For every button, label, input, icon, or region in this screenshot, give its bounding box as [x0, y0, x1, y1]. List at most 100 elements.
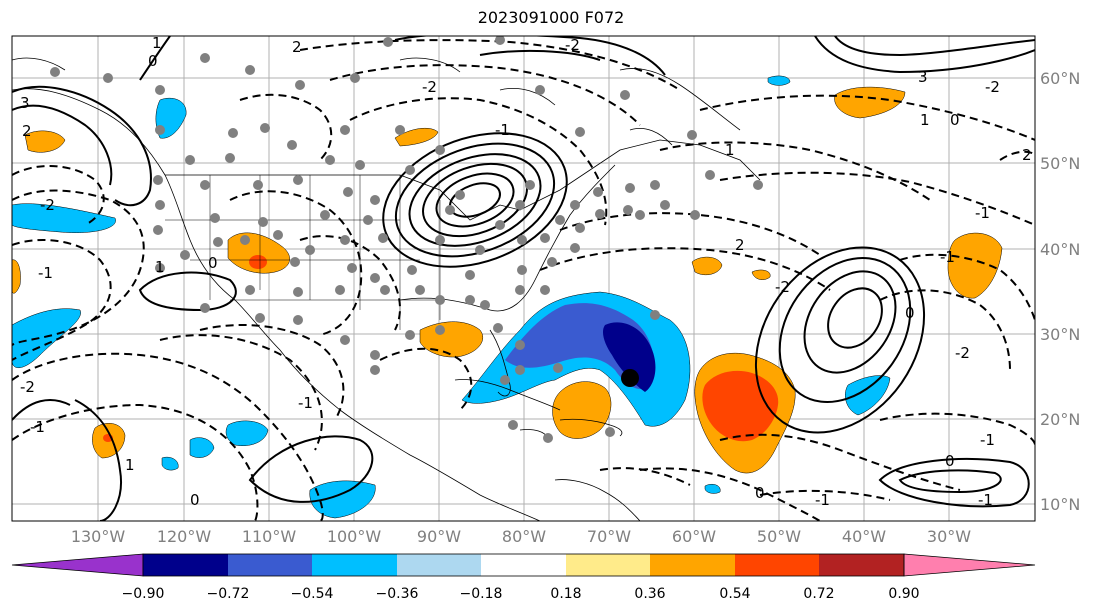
contour-label: 0: [945, 452, 955, 470]
lat-label: 40°N: [1040, 240, 1080, 259]
contour-label: 2: [1022, 146, 1032, 164]
colorbar: −0.90 −0.72 −0.54 −0.36 −0.18 0.18 0.36 …: [11, 553, 1036, 602]
colorbar-segment: [819, 554, 904, 576]
lon-label: 40°W: [842, 527, 886, 546]
contour-label: -2: [20, 378, 35, 396]
colorbar-label: 0.90: [888, 586, 919, 602]
contour-label: -2: [40, 196, 55, 214]
colorbar-segment: [312, 554, 397, 576]
figure-title: 2023091000 F072: [477, 8, 625, 27]
contour-label: -1: [975, 204, 990, 222]
shade-pacific-north-positive: [24, 130, 66, 153]
colorbar-extend-high: [903, 553, 1036, 577]
shade-negative-core: [602, 322, 656, 392]
colorbar-segment: [481, 554, 566, 576]
lon-label: 60°W: [672, 527, 716, 546]
shade-atlantic-tiny-positive: [751, 269, 771, 280]
contour-label: 1: [725, 141, 735, 159]
contour-label: -2: [775, 278, 790, 296]
contour-label: 2: [292, 38, 302, 56]
contour-label: 1: [152, 34, 162, 52]
shade-pacific-negative-4: [189, 437, 215, 458]
colorbar-segment: [566, 554, 650, 576]
colorbar-label: 0.18: [550, 586, 581, 602]
lat-label: 60°N: [1040, 69, 1080, 88]
contour-label: -1: [30, 418, 45, 436]
contour-label: 0: [905, 304, 915, 322]
storm-center-marker: [621, 369, 639, 387]
shade-north-atlantic-positive: [834, 86, 906, 119]
contour-label: -1: [980, 431, 995, 449]
lat-label: 20°N: [1040, 410, 1080, 429]
longitude-labels: 130°W 120°W 110°W 100°W 90°W 80°W 70°W 6…: [71, 527, 971, 546]
lon-label: 70°W: [587, 527, 631, 546]
lat-label: 50°N: [1040, 154, 1080, 173]
shaded-anomalies: [12, 75, 1003, 519]
contour-label: 0: [190, 491, 200, 509]
lon-label: 110°W: [242, 527, 297, 546]
shade-great-lakes-positive: [394, 127, 439, 147]
colorbar-label: −0.36: [376, 586, 419, 602]
colorbar-label: −0.54: [291, 586, 334, 602]
colorbar-segment: [397, 554, 481, 576]
lon-label: 130°W: [71, 527, 126, 546]
colorbar-frame: [142, 553, 905, 577]
colorbar-label: −0.90: [122, 586, 165, 602]
contour-label: 0: [950, 111, 960, 129]
lon-label: 30°W: [927, 527, 971, 546]
shade-pacific-negative-2: [12, 308, 81, 368]
lon-label: 90°W: [417, 527, 461, 546]
colorbar-label: 0.54: [719, 586, 750, 602]
shade-pacific-negative-6: [309, 480, 376, 519]
lon-label: 100°W: [327, 527, 382, 546]
contour-label: 2: [735, 236, 745, 254]
contour-label: -2: [565, 36, 580, 54]
shade-north-negative: [767, 75, 791, 86]
colorbar-label: −0.72: [207, 586, 250, 602]
shade-pacific-negative-5: [161, 456, 179, 471]
contour-label: -1: [978, 491, 993, 509]
shade-pacific-negative-3: [225, 420, 269, 446]
lat-label: 10°N: [1040, 495, 1080, 514]
contour-label: 2: [22, 122, 32, 140]
contour-label: -1: [495, 121, 510, 139]
contour-label: -2: [955, 344, 970, 362]
contour-label: 0: [148, 52, 158, 70]
contour-label: 0: [208, 254, 218, 272]
station-dots: [50, 36, 763, 443]
contour-label: 3: [20, 94, 30, 112]
contour-label: -1: [38, 264, 53, 282]
contour-label: -2: [422, 78, 437, 96]
shade-small-negative: [704, 484, 721, 494]
latitude-labels: 60°N 50°N 40°N 30°N 20°N 10°N: [1040, 69, 1080, 514]
lat-label: 30°N: [1040, 325, 1080, 344]
contour-label: 1: [155, 258, 165, 276]
shade-east-atlantic-positive: [947, 232, 1003, 299]
colorbar-segment: [735, 554, 819, 576]
contour-label: 0: [755, 484, 765, 502]
colorbar-segment: [228, 554, 312, 576]
colorbar-label: 0.36: [634, 586, 665, 602]
colorbar-label: −0.18: [460, 586, 503, 602]
shade-atlantic-small-positive: [691, 256, 723, 276]
shade-pacific-negative-1: [12, 203, 116, 233]
contour-label: -1: [815, 491, 830, 509]
lon-label: 120°W: [157, 527, 212, 546]
contour-label: 3: [918, 68, 928, 86]
contour-label: 1: [125, 456, 135, 474]
shade-atlantic-negative: [845, 375, 891, 416]
colorbar-segment: [650, 554, 735, 576]
contour-labels: 1 0 -2 2 3 -1 -2 2 -1 0 1 -1 0 -2 -2 -1 …: [20, 34, 1032, 509]
dashed-contours: [12, 39, 1035, 521]
colorbar-label: 0.72: [803, 586, 834, 602]
lon-label: 50°W: [757, 527, 801, 546]
map-panel: 1 0 -2 2 3 -1 -2 2 -1 0 1 -1 0 -2 -2 -1 …: [11, 34, 1036, 522]
lon-label: 80°W: [502, 527, 546, 546]
contour-label: -1: [940, 248, 955, 266]
contour-label: -1: [298, 394, 313, 412]
shade-southwest-core: [249, 255, 267, 269]
map-frame: [11, 35, 1036, 522]
contour-label: -2: [985, 78, 1000, 96]
contour-label: 1: [920, 111, 930, 129]
